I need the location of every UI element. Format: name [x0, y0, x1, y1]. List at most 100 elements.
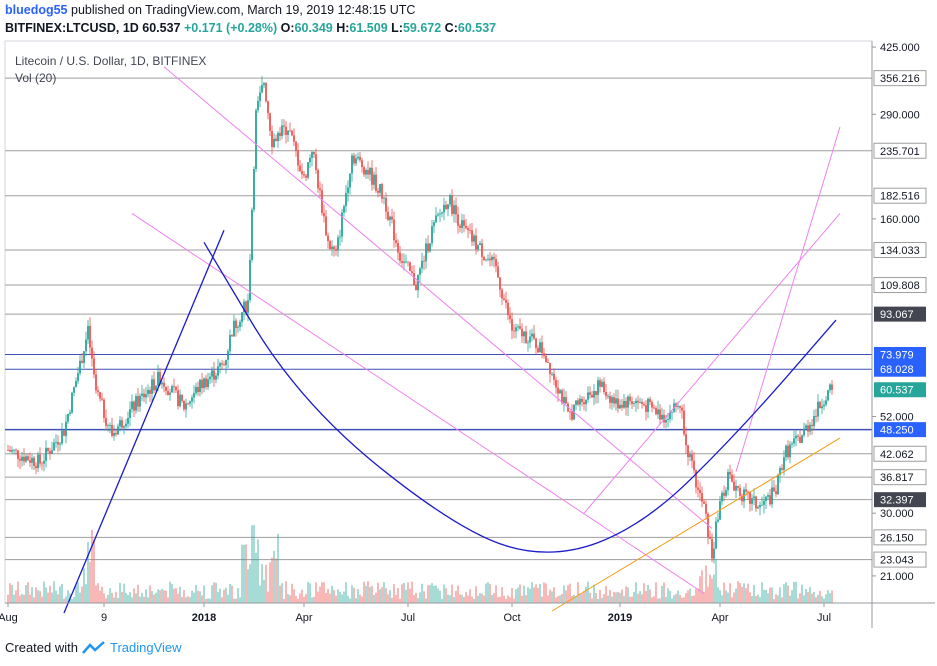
candle-body-0 — [7, 449, 9, 451]
volume-bar-62 — [131, 597, 133, 603]
volume-bar-354 — [715, 558, 717, 603]
price-label-box-5 — [874, 306, 926, 322]
candle-body-278 — [563, 397, 565, 404]
candle-body-371 — [749, 492, 751, 504]
volume-bar-287 — [581, 593, 583, 603]
candle-body-326 — [659, 409, 661, 420]
candle-body-161 — [329, 241, 331, 249]
volume-bar-149 — [305, 594, 307, 603]
author-link[interactable]: bluedog55 — [5, 3, 68, 17]
volume-bar-264 — [535, 584, 537, 603]
volume-bar-91 — [189, 597, 191, 603]
volume-bar-74 — [155, 592, 157, 603]
candle-body-159 — [325, 216, 327, 236]
volume-bar-151 — [309, 583, 311, 603]
volume-bar-28 — [63, 598, 65, 603]
candle-body-28 — [63, 430, 65, 436]
volume-bar-205 — [417, 598, 419, 603]
candle-body-99 — [205, 378, 207, 388]
candle-body-176 — [359, 156, 361, 161]
candle-body-412 — [831, 384, 833, 390]
volume-bar-313 — [633, 591, 635, 603]
candle-body-231 — [469, 230, 471, 231]
candle-body-105 — [217, 366, 219, 376]
volume-bar-238 — [483, 595, 485, 603]
candle-body-68 — [143, 393, 145, 398]
volume-bar-86 — [179, 586, 181, 603]
volume-bar-75 — [157, 589, 159, 603]
candle-body-32 — [71, 392, 73, 413]
candle-body-127 — [261, 84, 263, 93]
volume-bar-329 — [665, 597, 667, 603]
candle-body-243 — [493, 256, 495, 260]
volume-bar-180 — [367, 581, 369, 603]
volume-bar-381 — [769, 587, 771, 603]
volume-bar-387 — [781, 597, 783, 603]
candle-body-249 — [505, 299, 507, 303]
candle-body-190 — [387, 211, 389, 220]
volume-bar-197 — [401, 584, 403, 603]
volume-bar-37 — [81, 586, 83, 603]
candle-body-191 — [389, 216, 391, 220]
candle-body-195 — [397, 242, 399, 253]
volume-bar-332 — [671, 598, 673, 603]
volume-bar-162 — [331, 585, 333, 603]
volume-bar-117 — [241, 544, 243, 603]
candle-body-201 — [409, 262, 411, 272]
tradingview-brand-link[interactable]: TradingView — [109, 640, 182, 655]
candle-body-51 — [109, 425, 111, 426]
candle-body-408 — [823, 404, 825, 407]
volume-bar-160 — [327, 588, 329, 603]
candle-body-266 — [539, 342, 541, 353]
price-label-box-4 — [873, 277, 927, 294]
volume-bar-167 — [341, 594, 343, 603]
candle-body-276 — [559, 390, 561, 394]
candle-body-142 — [291, 130, 293, 136]
volume-bar-369 — [745, 588, 747, 603]
candle-body-219 — [445, 204, 447, 209]
candle-body-3 — [13, 449, 15, 451]
candle-body-179 — [365, 169, 367, 175]
volume-bar-121 — [249, 564, 251, 603]
candle-body-218 — [443, 204, 445, 213]
price-label-box-0 — [873, 70, 927, 87]
volume-bar-378 — [763, 589, 765, 603]
volume-bar-323 — [653, 596, 655, 603]
price-label-8: 60.537 — [880, 385, 914, 397]
candle-body-389 — [785, 445, 787, 458]
candle-body-314 — [635, 400, 637, 404]
candle-body-16 — [39, 454, 41, 464]
volume-bar-118 — [243, 544, 245, 603]
candle-body-58 — [123, 426, 125, 428]
volume-bar-182 — [371, 585, 373, 603]
volume-bar-390 — [787, 585, 789, 603]
volume-bar-59 — [125, 592, 127, 603]
candle-body-372 — [751, 498, 753, 504]
candle-body-164 — [335, 249, 337, 251]
volume-bar-302 — [611, 596, 613, 603]
volume-bar-368 — [743, 583, 745, 603]
candle-body-327 — [661, 414, 663, 420]
candle-body-292 — [591, 394, 593, 398]
price-axis[interactable] — [873, 41, 935, 603]
descending-channel-bottom — [131, 213, 705, 594]
candle-body-117 — [241, 312, 243, 322]
candle-body-338 — [683, 410, 685, 435]
candle-body-206 — [419, 268, 421, 275]
rounding-bottom-arc — [203, 242, 837, 553]
candle-body-54 — [115, 432, 117, 435]
volume-bar-271 — [549, 589, 551, 603]
candle-body-202 — [411, 271, 413, 274]
volume-bar-132 — [271, 557, 273, 603]
volume-bar-63 — [133, 588, 135, 603]
volume-bar-341 — [689, 588, 691, 603]
volume-bar-305 — [617, 592, 619, 603]
volume-bar-65 — [137, 584, 139, 603]
price-chart[interactable]: 425.000290.000160.00052.00030.00021.000 … — [0, 40, 937, 630]
volume-bar-138 — [283, 598, 285, 603]
volume-bar-166 — [339, 591, 341, 603]
candle-body-118 — [243, 301, 245, 313]
candle-body-357 — [721, 492, 723, 502]
volume-bar-328 — [663, 582, 665, 603]
volume-bar-221 — [449, 595, 451, 603]
